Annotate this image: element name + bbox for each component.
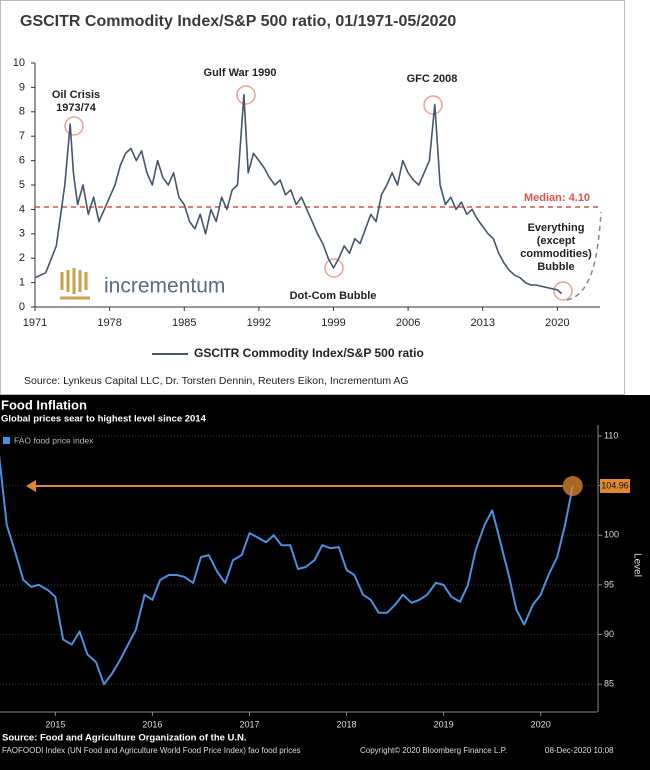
note: FAOFOODI Index (UN Food and Agriculture … — [2, 746, 301, 755]
series-line — [0, 454, 574, 686]
y-tick-label: 10 — [13, 57, 25, 69]
x-tick-label: 1992 — [247, 317, 271, 329]
annotation: Oil Crisis — [52, 89, 100, 101]
y-tick-label: 6 — [19, 155, 25, 167]
y-tick-label: 100 — [604, 530, 619, 540]
x-tick-label: 2020 — [545, 317, 569, 329]
chart-title: Food Inflation — [1, 397, 87, 412]
annotation: 1973/74 — [56, 102, 97, 114]
y-tick-label: 95 — [604, 579, 614, 589]
chart-1: GSCITR Commodity Index/S&P 500 ratio, 01… — [0, 0, 625, 395]
annotation: Everything — [528, 222, 585, 234]
y-tick-label: 7 — [19, 130, 25, 142]
annotation: Bubble — [537, 261, 574, 273]
y-tick-label: 3 — [19, 228, 25, 240]
x-tick-label: 2019 — [434, 719, 454, 729]
y-tick-label: 2 — [19, 252, 25, 264]
logo: incrementum — [58, 268, 225, 302]
annotation: Gulf War 1990 — [204, 67, 277, 79]
logo-bg — [58, 268, 96, 302]
annotation: Dot-Com Bubble — [290, 290, 377, 302]
logo-text: incrementum — [104, 275, 225, 298]
y-tick-label: 90 — [604, 629, 614, 639]
y-tick-label: 0 — [19, 301, 25, 313]
x-tick-label: 1971 — [23, 317, 47, 329]
y-tick-label: 9 — [19, 81, 25, 93]
legend-label: FAO food price index — [14, 435, 94, 445]
median-label: Median: 4.10 — [524, 192, 590, 204]
circle — [236, 85, 256, 105]
legend-swatch — [3, 437, 10, 444]
annotation: (except — [537, 235, 576, 247]
y-tick-label: 1 — [19, 277, 25, 289]
annotations: Oil Crisis 1973/74 Gulf War 1990 GFC 200… — [52, 67, 592, 302]
x-tick-label: 2013 — [470, 317, 494, 329]
logo-icon — [60, 268, 90, 300]
panel — [0, 0, 625, 395]
chart-subtitle: Global prices sear to highest level sinc… — [1, 414, 207, 425]
source: Source: Food and Agriculture Organizatio… — [2, 733, 247, 744]
y-tick-label: 85 — [604, 679, 614, 689]
x-tick-label: 2017 — [239, 719, 259, 729]
x-tick-label: 2016 — [142, 719, 162, 729]
x-tick-label: 1985 — [172, 317, 196, 329]
x-tick-label: 2020 — [531, 719, 551, 729]
circle — [64, 116, 84, 136]
y-axis-label: Level — [631, 553, 642, 577]
y-tick-label: 8 — [19, 106, 25, 118]
note: Copyright© 2020 Bloomberg Finance L.P. — [360, 746, 507, 755]
x-tick-label: 2018 — [337, 719, 357, 729]
highlight-circles — [64, 85, 573, 301]
arrow-head — [26, 479, 36, 492]
annotation: GFC 2008 — [407, 73, 458, 85]
circle — [324, 258, 344, 278]
x-tick-label: 2015 — [45, 719, 65, 729]
circle — [553, 281, 573, 301]
source: Source: Lynkeus Capital LLC, Dr. Torsten… — [24, 375, 409, 387]
value-label: 104.96 — [601, 480, 629, 490]
series-line — [34, 93, 563, 295]
legend-label: GSCITR Commodity Index/S&P 500 ratio — [194, 346, 424, 360]
projection — [566, 211, 602, 301]
highlight-point — [562, 475, 583, 496]
x-tick-label: 2006 — [396, 317, 420, 329]
note: 08-Dec-2020 10:08 — [545, 746, 614, 755]
panel — [0, 395, 650, 770]
x-tick-label: 1978 — [97, 317, 121, 329]
y-tick-label: 5 — [19, 179, 25, 191]
value-label-box — [600, 478, 630, 493]
circle — [423, 95, 443, 115]
y-tick-label: 110 — [604, 430, 618, 440]
annotation: commodities) — [520, 248, 592, 260]
chart-2: Food Inflation Global prices sear to hig… — [0, 395, 650, 770]
y-tick-label: 4 — [19, 203, 25, 215]
chart-title: GSCITR Commodity Index/S&P 500 ratio, 01… — [20, 13, 456, 30]
x-tick-label: 1999 — [321, 317, 345, 329]
